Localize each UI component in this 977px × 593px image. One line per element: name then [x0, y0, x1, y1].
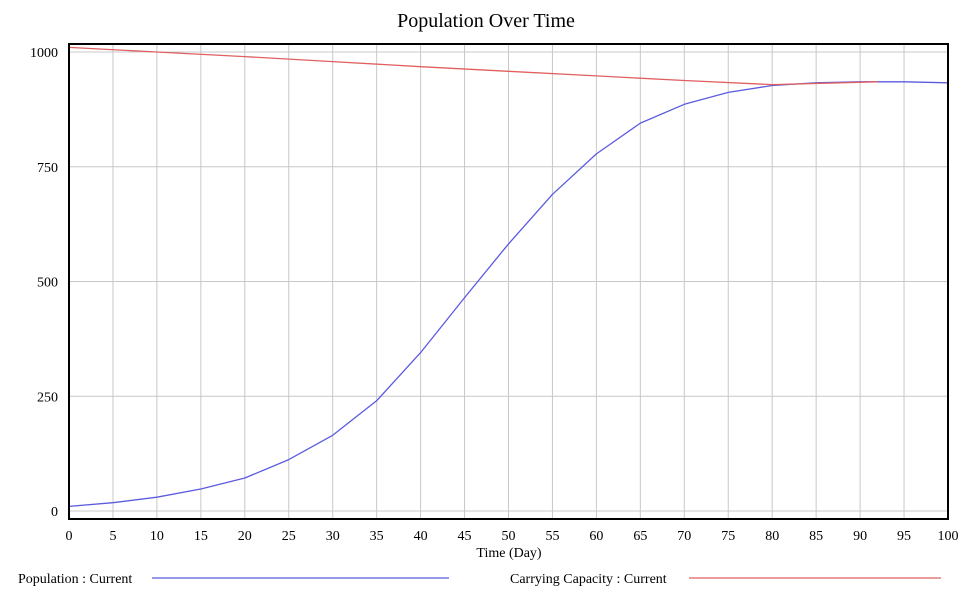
x-tick-label: 80: [765, 529, 779, 544]
legend-label: Carrying Capacity : Current: [510, 572, 667, 587]
x-tick-label: 60: [589, 529, 603, 544]
x-tick-label: 20: [238, 529, 252, 544]
x-tick-label: 100: [938, 529, 959, 544]
x-tick-label: 25: [282, 529, 296, 544]
y-tick-label: 0: [51, 505, 58, 520]
x-tick-label: 30: [326, 529, 340, 544]
x-axis-label: Time (Day): [476, 546, 542, 561]
plot-area-frame: [68, 43, 949, 520]
legend: Population : Current Carrying Capacity : …: [18, 572, 941, 587]
series-lines: [68, 46, 949, 508]
x-tick-label: 75: [721, 529, 735, 544]
y-tick-label: 1000: [30, 46, 58, 61]
grid-lines: [68, 44, 949, 519]
x-tick-label: 95: [897, 529, 911, 544]
y-tick-labels: 0 250 500 750 1000: [30, 46, 58, 520]
x-tick-label: 70: [677, 529, 691, 544]
x-tick-label: 90: [853, 529, 867, 544]
x-tick-label: 0: [66, 529, 73, 544]
x-tick-label: 40: [414, 529, 428, 544]
x-tick-label: 45: [458, 529, 472, 544]
x-tick-label: 85: [809, 529, 823, 544]
chart-title: Population Over Time: [397, 10, 575, 32]
series-line-2: [68, 46, 878, 86]
x-tick-labels: 0 5 10 15 20 25 30 35 40 45 50 55 60 65 70 75 80 85 90 95 10…: [66, 529, 959, 544]
legend-label: Population : Current: [18, 572, 132, 587]
x-tick-label: 15: [194, 529, 208, 544]
x-tick-label: 55: [545, 529, 559, 544]
x-tick-label: 50: [502, 529, 516, 544]
y-tick-label: 500: [37, 276, 58, 291]
x-tick-label: 10: [150, 529, 164, 544]
x-tick-label: 35: [370, 529, 384, 544]
y-tick-label: 250: [37, 390, 58, 405]
x-tick-label: 65: [633, 529, 647, 544]
y-tick-label: 750: [37, 161, 58, 176]
x-tick-label: 5: [109, 529, 116, 544]
